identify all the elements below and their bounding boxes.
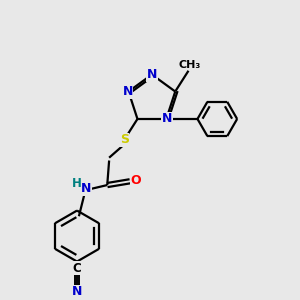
Text: N: N [122,85,133,98]
Text: N: N [162,112,172,125]
Text: N: N [81,182,92,195]
Text: CH₃: CH₃ [178,60,200,70]
Text: N: N [72,285,82,298]
Text: N: N [147,68,157,81]
Text: S: S [120,133,129,146]
Text: H: H [72,177,82,190]
Text: C: C [73,262,81,275]
Text: O: O [130,174,141,187]
